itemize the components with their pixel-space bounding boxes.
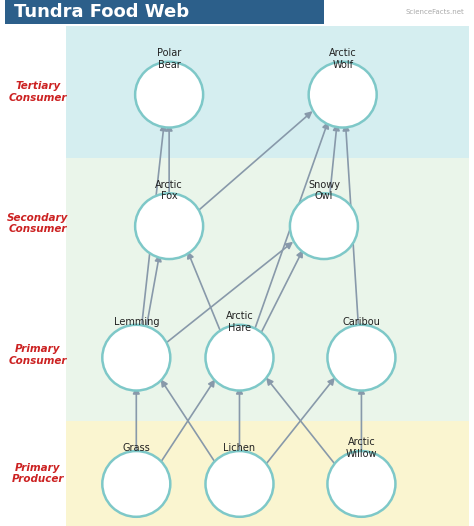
Ellipse shape xyxy=(328,325,395,390)
Text: Primary
Producer: Primary Producer xyxy=(11,462,64,484)
Text: Caribou: Caribou xyxy=(343,317,380,327)
FancyBboxPatch shape xyxy=(66,158,469,289)
Text: Grass: Grass xyxy=(122,443,150,453)
FancyBboxPatch shape xyxy=(66,26,469,158)
Ellipse shape xyxy=(328,451,395,517)
Text: Snowy
Owl: Snowy Owl xyxy=(308,179,340,201)
Text: Secondary
Consumer: Secondary Consumer xyxy=(7,213,68,235)
Ellipse shape xyxy=(206,451,273,517)
FancyBboxPatch shape xyxy=(66,421,469,526)
Text: Lemming: Lemming xyxy=(114,317,159,327)
Ellipse shape xyxy=(290,194,358,259)
Ellipse shape xyxy=(135,194,203,259)
Ellipse shape xyxy=(102,325,170,390)
Text: Polar
Bear: Polar Bear xyxy=(157,48,181,70)
Text: Arctic
Willow: Arctic Willow xyxy=(346,437,377,459)
Ellipse shape xyxy=(102,451,170,517)
FancyBboxPatch shape xyxy=(5,0,324,24)
Text: Tertiary
Consumer: Tertiary Consumer xyxy=(9,81,67,103)
Ellipse shape xyxy=(206,325,273,390)
Text: ScienceFacts.net: ScienceFacts.net xyxy=(406,8,465,15)
Text: Arctic
Hare: Arctic Hare xyxy=(226,311,254,333)
Text: Arctic
Fox: Arctic Fox xyxy=(155,179,183,201)
Ellipse shape xyxy=(309,62,377,128)
Text: Tundra Food Web: Tundra Food Web xyxy=(14,3,190,21)
Text: Arctic
Wolf: Arctic Wolf xyxy=(329,48,356,70)
Text: Lichen: Lichen xyxy=(223,443,255,453)
FancyBboxPatch shape xyxy=(66,289,469,421)
Text: Primary
Consumer: Primary Consumer xyxy=(9,344,67,366)
Ellipse shape xyxy=(135,62,203,128)
